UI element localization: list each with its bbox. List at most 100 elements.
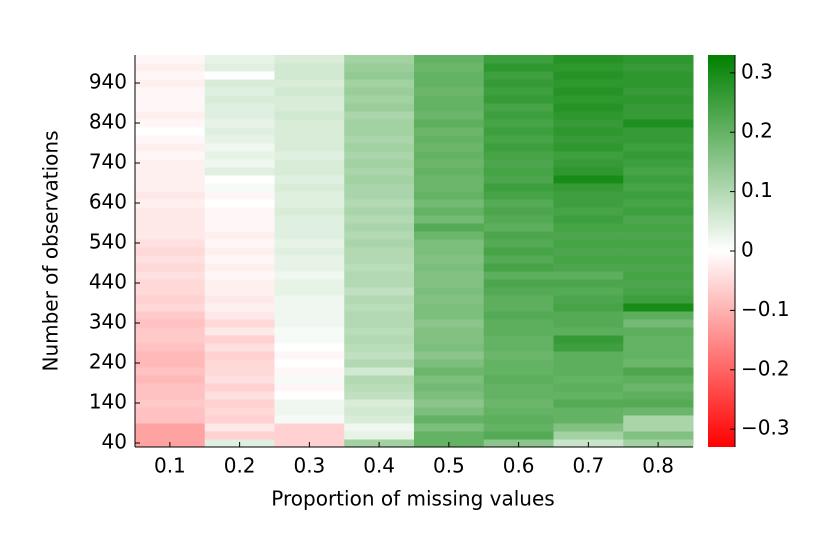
heat-cell [135, 239, 206, 248]
heat-cell [344, 407, 415, 416]
heat-cell [623, 343, 694, 352]
heat-cell [553, 119, 624, 128]
heat-cell [553, 295, 624, 304]
heat-cell [623, 135, 694, 144]
heat-cell [344, 151, 415, 160]
heat-cell [135, 199, 206, 208]
heat-cell [483, 119, 554, 128]
heat-cell [274, 343, 345, 352]
heat-cell [623, 103, 694, 112]
heat-cell [483, 231, 554, 240]
heat-cell [553, 103, 624, 112]
x-tick-label: 0.2 [224, 454, 256, 478]
heat-cell [135, 167, 206, 176]
heat-cell [274, 399, 345, 408]
heat-cell [344, 231, 415, 240]
heat-cell [414, 415, 485, 424]
heat-cell [623, 375, 694, 384]
heat-cell [414, 175, 485, 184]
heat-cell [553, 359, 624, 368]
heat-cell [623, 303, 694, 312]
heat-cell [344, 167, 415, 176]
heat-cell [483, 407, 554, 416]
heat-cell [135, 215, 206, 224]
heat-cell [483, 191, 554, 200]
heat-cell [623, 199, 694, 208]
heat-cell [135, 183, 206, 192]
heat-cell [414, 239, 485, 248]
heat-cell [553, 375, 624, 384]
heat-cell [135, 143, 206, 152]
heat-cell [204, 287, 275, 296]
heat-cell [204, 327, 275, 336]
heat-cell [344, 367, 415, 376]
heat-cell [204, 207, 275, 216]
heat-cell [553, 183, 624, 192]
heat-cell [553, 351, 624, 360]
heat-cell [204, 63, 275, 72]
heat-cell [204, 247, 275, 256]
heat-cell [483, 175, 554, 184]
heat-cell [274, 311, 345, 320]
heat-cell [274, 151, 345, 160]
heat-cell [623, 79, 694, 88]
heat-cell [483, 287, 554, 296]
heat-cell [553, 239, 624, 248]
x-tick-label: 0.5 [433, 454, 465, 478]
heat-cell [344, 351, 415, 360]
heat-cell [135, 95, 206, 104]
heat-cell [414, 151, 485, 160]
colorbar-tick-label: 0.1 [741, 178, 773, 202]
heat-cell [344, 111, 415, 120]
heat-cell [483, 207, 554, 216]
heat-cell [274, 119, 345, 128]
heat-cell [135, 279, 206, 288]
heat-cell [483, 319, 554, 328]
heat-cell [344, 335, 415, 344]
heat-cell [274, 415, 345, 424]
heat-cell [553, 343, 624, 352]
heat-cell [135, 231, 206, 240]
heat-cell [483, 303, 554, 312]
heat-cell [623, 351, 694, 360]
heat-cell [414, 103, 485, 112]
heat-cell [135, 335, 206, 344]
heat-cell [135, 367, 206, 376]
heat-cell [553, 255, 624, 264]
heat-cell [135, 151, 206, 160]
heat-cell [274, 327, 345, 336]
heat-cell [483, 375, 554, 384]
heat-cell [274, 167, 345, 176]
heat-cell [344, 263, 415, 272]
heat-cell [414, 375, 485, 384]
heat-cell [483, 279, 554, 288]
heat-cell [135, 271, 206, 280]
y-tick-label: 40 [102, 430, 127, 454]
heat-cell [274, 111, 345, 120]
heat-cell [553, 111, 624, 120]
heat-cell [483, 391, 554, 400]
heat-cell [344, 399, 415, 408]
heat-cell [135, 415, 206, 424]
heat-cell [414, 231, 485, 240]
heat-cell [553, 303, 624, 312]
heat-cell [623, 231, 694, 240]
heat-cell [204, 55, 275, 64]
heat-cell [414, 263, 485, 272]
heat-cell [344, 159, 415, 168]
heat-cell [204, 151, 275, 160]
colorbar-tick-label: −0.3 [741, 416, 790, 440]
heat-cell [135, 191, 206, 200]
heat-cell [274, 143, 345, 152]
heat-cell [204, 263, 275, 272]
heat-cell [135, 287, 206, 296]
heat-cell [135, 295, 206, 304]
heat-cell [623, 431, 694, 440]
heat-cell [483, 63, 554, 72]
y-tick-label: 640 [89, 190, 127, 214]
heat-cell [414, 207, 485, 216]
heat-cell [344, 55, 415, 64]
heat-cell [274, 191, 345, 200]
heat-cell [483, 335, 554, 344]
heat-cell [274, 127, 345, 136]
